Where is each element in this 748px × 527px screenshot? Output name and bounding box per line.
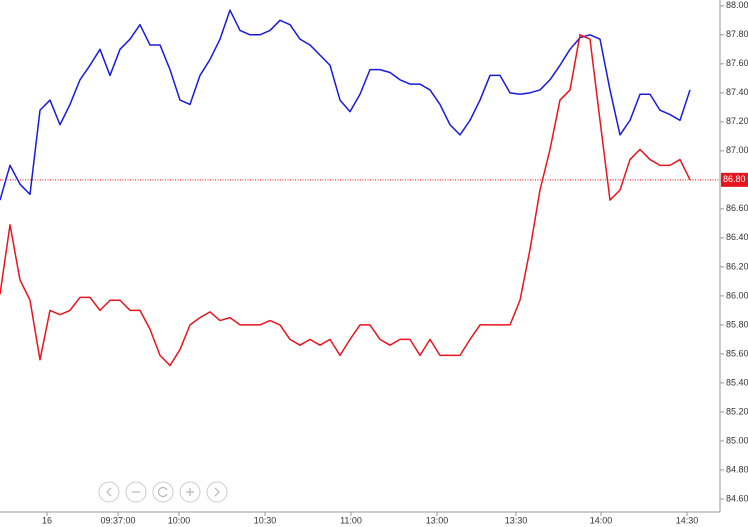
- x-tick-label: 14:00: [590, 515, 613, 525]
- y-tick-label: 87.40: [726, 87, 748, 97]
- reset-button[interactable]: [152, 481, 174, 503]
- price-line: [0, 34, 691, 367]
- y-tick-label: 85.80: [726, 319, 748, 329]
- x-tick-label: 09:37:00: [100, 515, 135, 525]
- y-tick-label: 85.40: [726, 377, 748, 387]
- y-tick-label: 87.80: [726, 29, 748, 39]
- y-tick-label: 84.60: [726, 493, 748, 503]
- y-tick-label: 87.00: [726, 145, 748, 155]
- x-tick-label: 11:00: [340, 515, 362, 525]
- y-tick-label: 86.60: [726, 203, 748, 213]
- scroll-left-button[interactable]: [98, 481, 120, 503]
- scroll-right-button[interactable]: [206, 481, 228, 503]
- control-icons: [106, 486, 220, 498]
- x-tick-label: 10:30: [254, 515, 277, 525]
- price-line: [0, 9, 691, 201]
- y-tick-label: 86.00: [726, 290, 748, 300]
- y-tick-label: 86.40: [726, 232, 748, 242]
- y-tick-label: 85.00: [726, 435, 748, 445]
- reference-label: 86.80: [723, 174, 746, 184]
- y-tick-label: 84.80: [726, 464, 748, 474]
- reference-label-box: [721, 172, 748, 187]
- zoom-controls: [98, 481, 228, 503]
- x-tick-label: 14:30: [676, 515, 699, 525]
- x-tick-label: 13:00: [426, 515, 449, 525]
- y-tick-label: 85.60: [726, 348, 748, 358]
- y-tick-label: 86.20: [726, 261, 748, 271]
- x-tick-label: 10:00: [168, 515, 191, 525]
- y-tick-label: 87.60: [726, 58, 748, 68]
- x-tick-label: 13:30: [505, 515, 528, 525]
- x-tick-label: 16: [42, 515, 52, 525]
- y-tick-label: 85.20: [726, 406, 748, 416]
- y-tick-label: 87.20: [726, 116, 748, 126]
- y-tick-label: 88.00: [726, 0, 748, 10]
